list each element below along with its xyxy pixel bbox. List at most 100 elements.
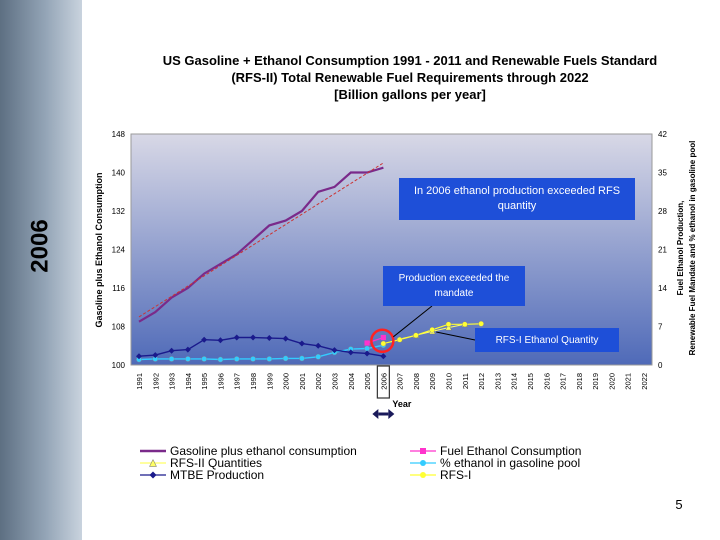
x-tick-label: 2007 <box>396 373 405 390</box>
data-point <box>185 356 191 362</box>
legend-swatch <box>410 460 436 466</box>
legend-item: Fuel Ethanol Consumption <box>410 444 581 458</box>
series-line-0 <box>138 166 384 323</box>
legend-item: RFS-I <box>410 468 471 482</box>
x-tick-label: 1996 <box>216 373 225 390</box>
data-point <box>478 320 484 327</box>
data-point <box>168 356 175 362</box>
arrow-production <box>393 305 433 338</box>
data-point <box>136 353 142 360</box>
x-tick-label: 1998 <box>249 373 258 390</box>
right-tick-label: 42 <box>658 130 667 139</box>
data-point <box>429 326 436 333</box>
left-tick-label: 140 <box>112 169 126 178</box>
legend-swatch <box>410 448 436 454</box>
x-tick-label: 2020 <box>607 373 616 390</box>
series-layer <box>136 162 484 363</box>
chart-title: US Gasoline + Ethanol Consumption 1991 -… <box>120 52 700 103</box>
legend-label: % ethanol in gasoline pool <box>440 456 581 470</box>
data-point <box>266 356 273 362</box>
x-tick-label: 2012 <box>477 373 486 390</box>
x-tick-label: 1991 <box>135 373 144 390</box>
legend: Gasoline plus ethanol consumption Fuel Et… <box>120 438 680 498</box>
highlight-circle-2006 <box>370 328 395 354</box>
legend-label: RFS-II Quantities <box>170 456 263 470</box>
callout-production: Production exceeded the mandate <box>383 266 525 306</box>
right-tick-label: 21 <box>658 246 667 255</box>
left-tick-label: 124 <box>112 246 126 255</box>
arrow-head-right <box>388 409 395 419</box>
x-tick-label: 2004 <box>347 373 356 390</box>
x-tick-label: 2003 <box>330 373 339 390</box>
x-tick-label: 1999 <box>265 373 274 390</box>
x-tick-label: 1994 <box>184 373 193 390</box>
x-tick-label: 2011 <box>461 373 470 389</box>
data-point <box>380 340 387 347</box>
x-tick-label: 2021 <box>624 373 633 390</box>
x-tick-label: 2002 <box>314 373 323 390</box>
data-point <box>250 334 257 341</box>
data-point <box>298 340 305 347</box>
data-point <box>299 355 305 362</box>
right-tick-label: 35 <box>658 169 667 178</box>
right-tick-label: 7 <box>658 323 663 332</box>
data-point <box>364 345 370 352</box>
x-tick-label: 2022 <box>640 373 649 390</box>
x-tick-label: 2013 <box>493 373 502 390</box>
data-point <box>315 353 321 360</box>
x-tick-label: 1992 <box>151 373 160 390</box>
right-tick-label: 28 <box>658 207 667 216</box>
y2-axis-label-line-2: Renewable Fuel Mandate and % ethanol in … <box>688 141 697 356</box>
legend-item: RFS-II Quantities <box>140 456 262 470</box>
data-point <box>462 321 468 328</box>
x-tick-label: 2001 <box>298 373 307 390</box>
x-tick-label: 2016 <box>542 373 551 390</box>
data-point <box>217 337 224 344</box>
x-tick-label: 2018 <box>575 373 584 390</box>
callout-rfs1: RFS-I Ethanol Quantity <box>475 328 619 352</box>
x-axis-ticks: 1991 1992 1993 1994 1995 1996 1997 1998 1999 2000… <box>135 373 649 390</box>
left-tick-label: 100 <box>112 361 126 370</box>
left-tick-label: 148 <box>112 130 126 139</box>
left-axis-ticks: 100 108 116 124 132 140 148 <box>112 130 126 370</box>
legend-swatch <box>140 471 166 479</box>
data-point <box>282 355 289 362</box>
right-axis-ticks: 0 7 14 21 28 35 42 <box>658 130 667 370</box>
x-tick-label: 2010 <box>445 373 454 390</box>
series-line-1 <box>366 336 384 344</box>
data-point <box>364 350 371 357</box>
data-point <box>445 324 452 331</box>
x-tick-label: 1995 <box>200 373 209 390</box>
page-number: 5 <box>675 497 683 512</box>
legend-label: RFS-I <box>440 468 472 482</box>
x-tick-label: 2005 <box>363 373 372 390</box>
x-axis-label: Year <box>392 399 412 409</box>
left-tick-label: 116 <box>112 284 125 293</box>
left-gradient-band <box>0 0 82 540</box>
x-tick-label: 2015 <box>526 373 535 390</box>
x-tick-label: 2014 <box>510 373 519 390</box>
arrow-rfs1 <box>436 331 476 341</box>
left-tick-label: 108 <box>112 323 126 332</box>
data-point <box>396 336 403 343</box>
x-tick-label: 2006 <box>379 373 388 390</box>
data-point <box>201 336 208 343</box>
x-tick-label: 2008 <box>412 373 421 390</box>
data-point <box>184 346 191 353</box>
legend-swatch <box>410 472 436 478</box>
data-point <box>233 334 240 341</box>
plot-area <box>130 133 653 366</box>
legend-label: Gasoline plus ethanol consumption <box>170 444 357 458</box>
x-tick-label: 1997 <box>233 373 242 390</box>
data-point <box>380 334 386 341</box>
data-point <box>217 356 224 363</box>
chart-title-line-3: [Billion gallons per year] <box>334 87 486 102</box>
legend-item: Gasoline plus ethanol consumption <box>140 444 357 458</box>
right-tick-label: 14 <box>658 284 667 293</box>
x-tick-label: 2009 <box>428 373 437 390</box>
data-point <box>282 335 289 342</box>
legend-swatch <box>140 458 166 467</box>
callout-ethanol-2006: In 2006 ethanol production exceeded RFS … <box>399 178 635 220</box>
